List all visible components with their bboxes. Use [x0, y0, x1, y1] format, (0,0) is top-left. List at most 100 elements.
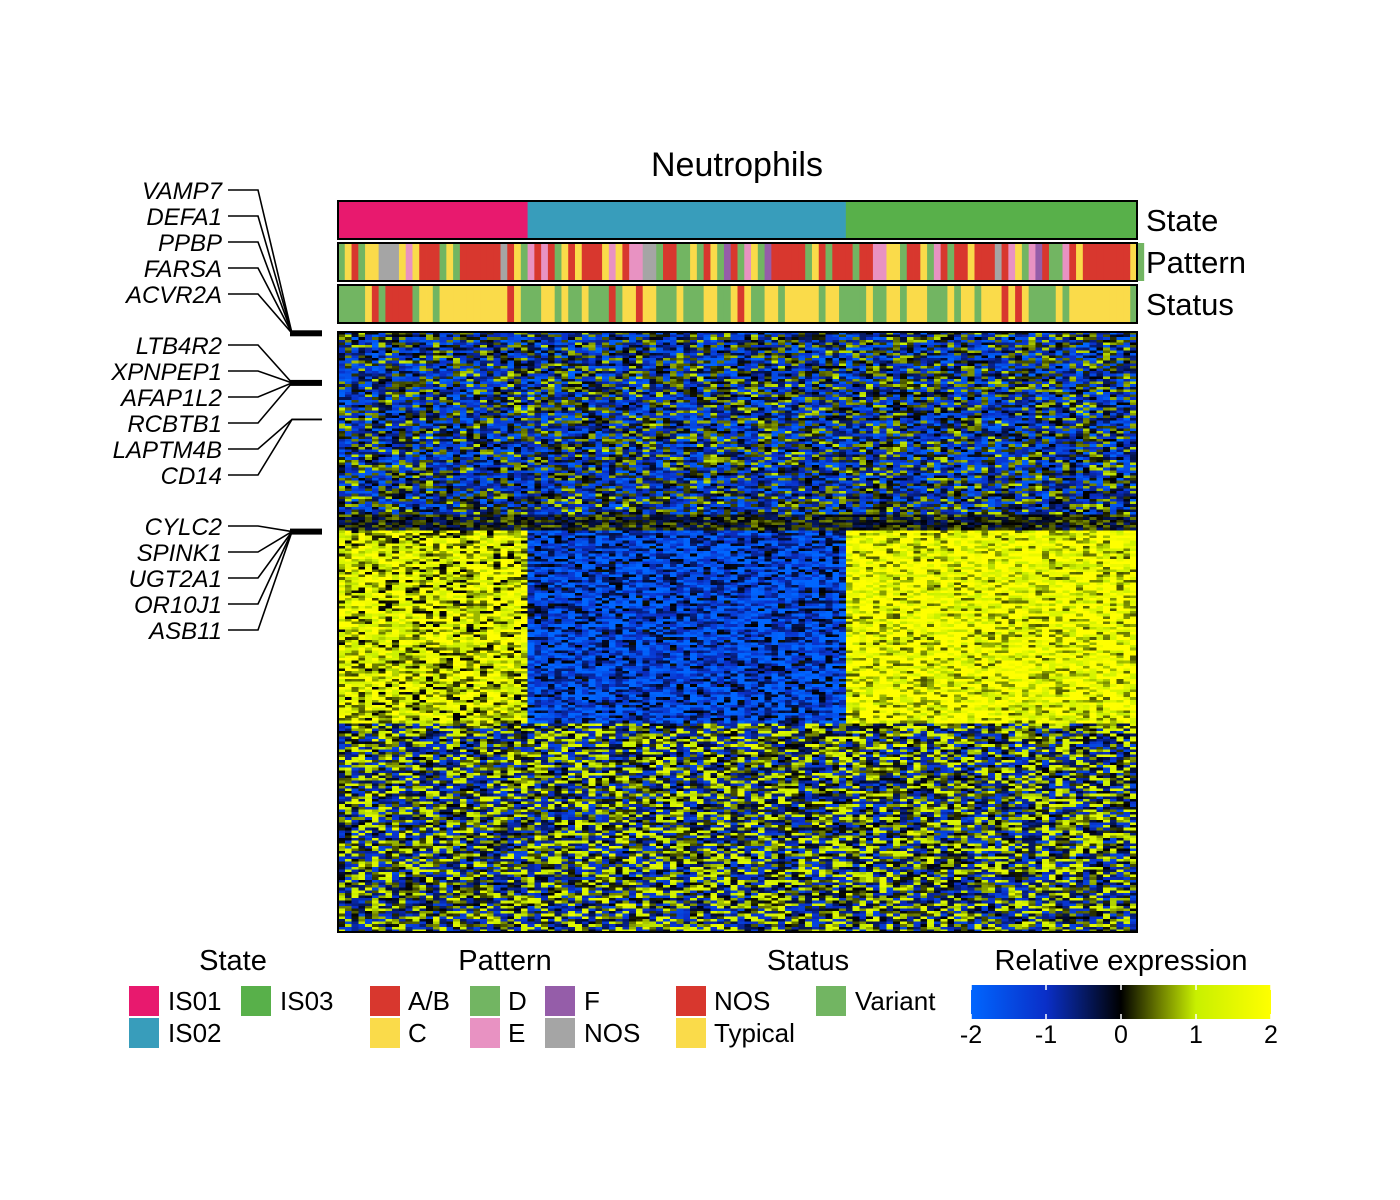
legend-label-status-nos: NOS	[714, 986, 770, 1016]
legend-swatch-state-is01	[129, 986, 159, 1016]
pattern-cell	[866, 243, 874, 281]
status-cell	[717, 285, 725, 323]
status-cell	[378, 285, 386, 323]
pattern-cell	[358, 243, 366, 281]
pattern-cell	[906, 243, 914, 281]
legend-label-pattern-e: E	[508, 1018, 525, 1048]
colorbar-tick-label: 2	[1264, 1021, 1278, 1049]
status-cell	[642, 285, 650, 323]
status-cell	[757, 285, 765, 323]
status-cell	[656, 285, 664, 323]
pattern-track-border	[337, 242, 1138, 282]
status-cell	[365, 285, 373, 323]
status-cell	[622, 285, 630, 323]
status-cell	[459, 285, 468, 323]
status-cell	[886, 285, 894, 323]
pattern-cell	[859, 243, 867, 281]
legend-swatch-status-nos	[676, 986, 706, 1016]
status-cell	[581, 285, 589, 323]
status-cell	[1015, 285, 1023, 323]
pattern-cell	[446, 243, 454, 281]
status-cell	[967, 285, 975, 323]
pattern-cell	[385, 243, 393, 281]
state-segment-is01	[338, 201, 528, 239]
status-cell	[927, 285, 935, 323]
status-cell	[900, 285, 908, 323]
legend-label-pattern-nos: NOS	[584, 1018, 640, 1048]
status-cell	[690, 285, 698, 323]
status-cell	[825, 285, 833, 323]
pattern-cell	[527, 243, 535, 281]
status-cell	[778, 285, 786, 323]
pattern-cell	[703, 243, 711, 281]
gene-label-ppbp: PPBP	[158, 230, 222, 257]
pattern-cell	[426, 243, 434, 281]
status-cell	[818, 285, 826, 323]
status-cell	[1109, 285, 1118, 323]
status-cell	[493, 285, 501, 323]
pattern-cell	[338, 243, 346, 281]
pattern-cell	[378, 243, 386, 281]
legend-swatch-pattern-d	[470, 986, 500, 1016]
pattern-cell	[1103, 243, 1111, 281]
pattern-cell	[927, 243, 935, 281]
colorbar-tick-label: -1	[1035, 1021, 1057, 1049]
pattern-cell	[1042, 243, 1050, 281]
pattern-cell	[717, 243, 725, 281]
status-track-border	[337, 284, 1138, 324]
gene-leader-line	[228, 267, 322, 335]
status-cell	[608, 285, 617, 323]
gene-label-farsa: FARSA	[144, 256, 222, 283]
status-cell	[561, 285, 569, 323]
status-cell	[419, 285, 427, 323]
pattern-cell	[365, 243, 373, 281]
pattern-cell	[398, 243, 407, 281]
status-cell	[1069, 285, 1077, 323]
pattern-cell	[608, 243, 617, 281]
pattern-cell	[1137, 243, 1145, 281]
status-cell	[676, 285, 684, 323]
status-cell	[1021, 285, 1030, 323]
status-cell	[960, 285, 969, 323]
status-cell	[947, 285, 955, 323]
status-cell	[527, 285, 535, 323]
status-cell	[392, 285, 400, 323]
pattern-cell	[818, 243, 826, 281]
pattern-cell	[493, 243, 501, 281]
status-cell	[751, 285, 759, 323]
status-cell	[649, 285, 657, 323]
colorbar-tick-label: 0	[1114, 1021, 1128, 1049]
status-cell	[351, 285, 359, 323]
pattern-cell	[622, 243, 630, 281]
status-cell	[1001, 285, 1009, 323]
pattern-cell	[967, 243, 975, 281]
status-cell	[426, 285, 434, 323]
pattern-cell	[1109, 243, 1118, 281]
status-cell	[737, 285, 745, 323]
pattern-cell	[1089, 243, 1097, 281]
pattern-cell	[879, 243, 887, 281]
legend-label-pattern-f: F	[584, 986, 600, 1016]
status-cell	[358, 285, 366, 323]
status-cell	[507, 285, 515, 323]
status-cell	[1089, 285, 1097, 323]
pattern-cell	[507, 243, 515, 281]
gene-leader-line	[228, 189, 322, 335]
pattern-cell	[419, 243, 427, 281]
status-cell	[1103, 285, 1111, 323]
pattern-cell	[974, 243, 982, 281]
status-cell	[913, 285, 921, 323]
gene-label-xpnpep1: XPNPEP1	[110, 359, 222, 386]
pattern-cell	[602, 243, 610, 281]
pattern-cell	[757, 243, 765, 281]
status-cell	[1035, 285, 1043, 323]
status-cell	[588, 285, 596, 323]
pattern-cell	[453, 243, 461, 281]
pattern-cell	[392, 243, 400, 281]
status-cell	[432, 285, 440, 323]
gene-label-cylc2: CYLC2	[145, 514, 222, 541]
legends: StateIS01IS02IS03PatternA/BCDEFNOSStatus…	[129, 945, 936, 1048]
pattern-cell	[1130, 243, 1138, 281]
pattern-cell	[872, 243, 881, 281]
pattern-cell	[1001, 243, 1009, 281]
